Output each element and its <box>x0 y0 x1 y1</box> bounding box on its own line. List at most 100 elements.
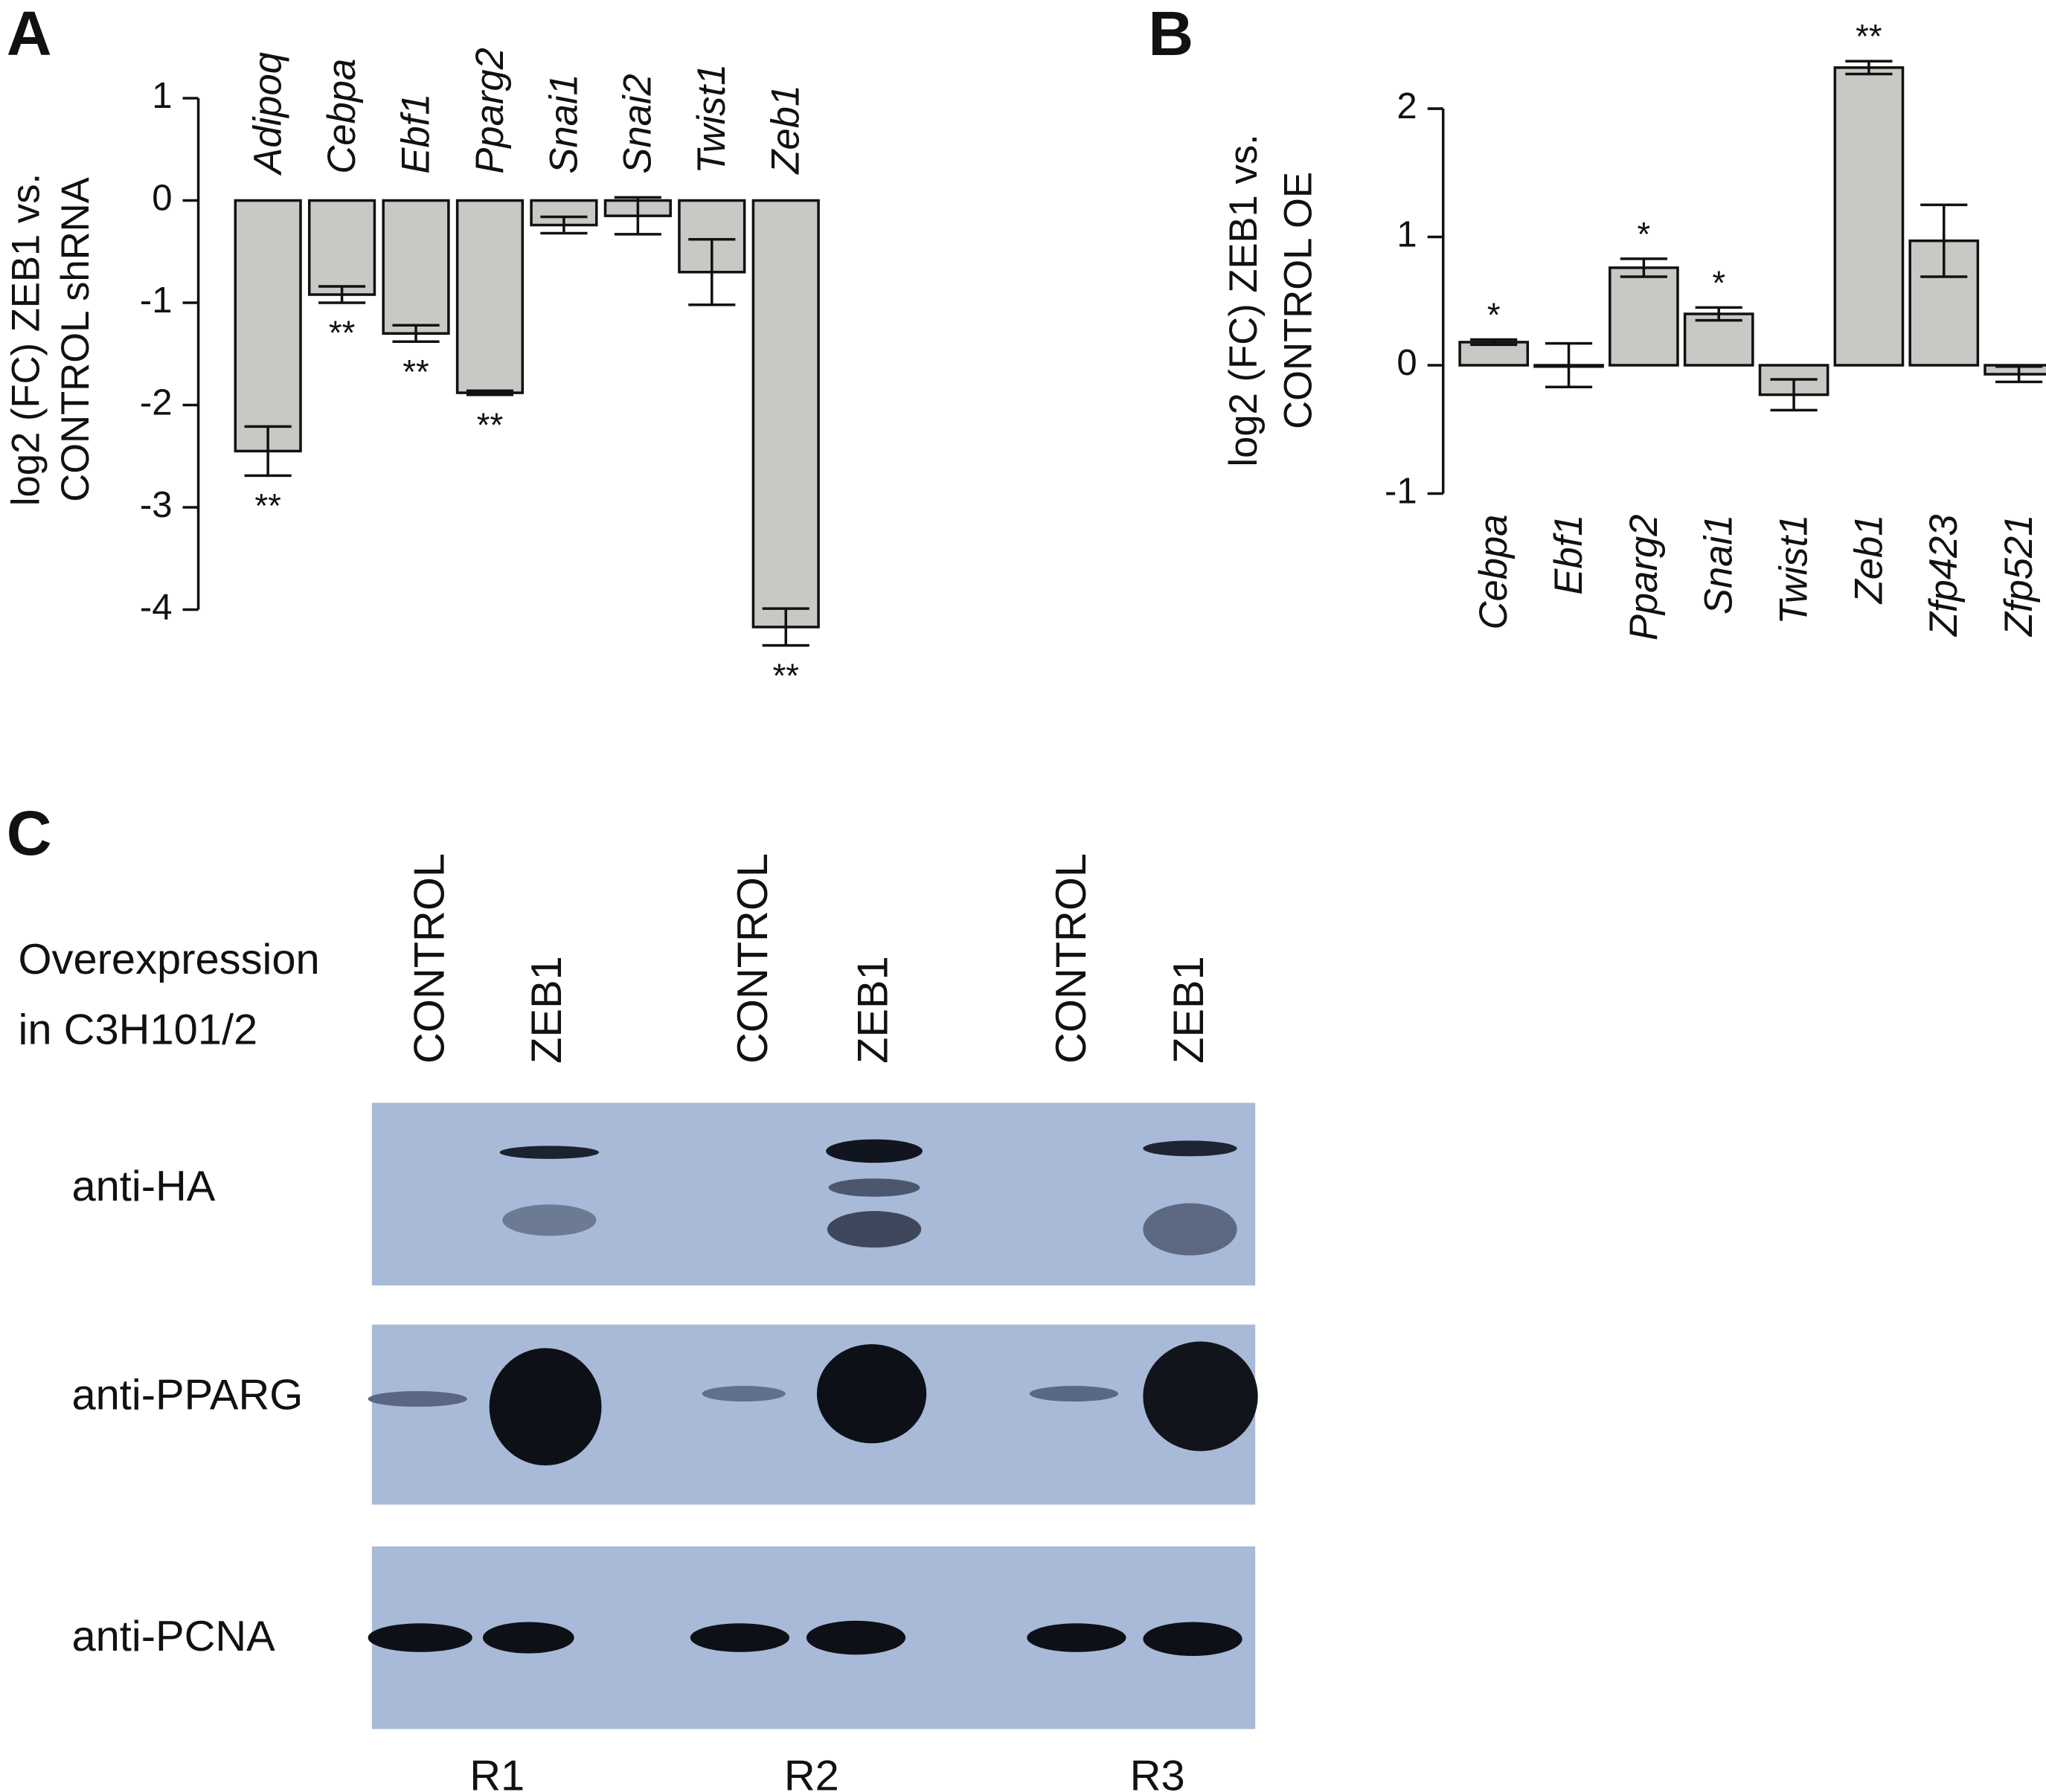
band <box>828 1178 920 1197</box>
y-tick-label: -1 <box>1385 471 1417 511</box>
error-bar <box>1545 341 1593 389</box>
x-tick-label: Ebf1 <box>394 94 437 174</box>
error-bar <box>540 215 588 235</box>
lane-label: ZEB1 <box>523 956 571 1064</box>
error-bar <box>1770 378 1818 412</box>
error-bar <box>392 324 440 344</box>
x-tick-label: Twist1 <box>1771 515 1815 625</box>
band <box>826 1139 923 1163</box>
y-tick-label: -4 <box>140 588 173 628</box>
band <box>1027 1623 1126 1652</box>
band <box>1143 1203 1237 1256</box>
x-tick-label: Cebpa <box>320 59 364 174</box>
band <box>482 1622 574 1654</box>
bar <box>1833 66 1905 367</box>
antibody-label: anti-PCNA <box>71 1613 275 1660</box>
error-bar <box>1695 306 1742 322</box>
error-bar <box>1845 60 1893 76</box>
x-tick-label: Pparg2 <box>1622 515 1666 641</box>
error-bar <box>1470 338 1518 347</box>
row-header: Overexpression <box>19 936 320 983</box>
band <box>690 1623 790 1652</box>
significance: * <box>1487 296 1501 334</box>
error-bar <box>244 425 292 478</box>
y-tick-label: -2 <box>140 383 173 423</box>
band <box>489 1348 602 1466</box>
lane-label: CONTROL <box>1048 853 1095 1064</box>
bar <box>455 199 525 394</box>
x-tick-label: Zfp521 <box>1997 515 2041 638</box>
antibody-label: anti-PPARG <box>71 1372 303 1419</box>
panel-label: C <box>7 798 52 868</box>
error-bar <box>318 285 366 304</box>
x-tick-label: Cebpa <box>1472 515 1516 630</box>
replicate-label: R1 <box>469 1753 525 1792</box>
x-tick-label: Zeb1 <box>1847 515 1891 606</box>
x-tick-label: Zfp423 <box>1922 515 1966 638</box>
x-tick-label: Twist1 <box>690 64 734 174</box>
y-tick-label: -1 <box>140 280 173 321</box>
y-tick-label: 1 <box>1396 214 1417 254</box>
y-tick-label: 0 <box>152 179 172 219</box>
error-bar <box>1995 364 2043 384</box>
bar <box>382 199 450 335</box>
x-tick-label: Snai1 <box>1697 515 1741 615</box>
x-tick-label: Zeb1 <box>764 85 808 176</box>
y-axis-label: log2 (FC) ZEB1 vs. <box>1222 134 1266 466</box>
x-tick-label: Snai1 <box>542 74 586 174</box>
significance: ** <box>403 353 429 391</box>
x-tick-label: Ebf1 <box>1547 515 1591 595</box>
y-tick-label: -3 <box>140 485 173 525</box>
lane-label: CONTROL <box>729 853 777 1064</box>
band <box>816 1343 927 1444</box>
band <box>368 1391 467 1407</box>
significance: ** <box>477 406 504 444</box>
significance: ** <box>1856 18 1882 56</box>
y-axis-label: CONTROL OE <box>1277 172 1321 429</box>
y-tick-label: 1 <box>152 76 172 116</box>
band <box>702 1386 786 1402</box>
replicate-label: R2 <box>784 1753 839 1792</box>
error-bar <box>1920 203 1968 278</box>
x-tick-label: Snai2 <box>616 74 660 174</box>
significance: * <box>1712 264 1725 302</box>
x-tick-label: Adipoq <box>246 52 290 176</box>
bar <box>307 199 376 296</box>
significance: ** <box>254 487 281 525</box>
lane-label: ZEB1 <box>850 956 897 1064</box>
band <box>1143 1341 1258 1451</box>
lane-label: ZEB1 <box>1165 956 1213 1064</box>
significance: * <box>1638 215 1651 253</box>
error-bar <box>466 389 514 396</box>
band <box>1143 1140 1237 1157</box>
band <box>368 1623 472 1652</box>
significance: ** <box>773 657 800 695</box>
band <box>827 1211 922 1248</box>
band <box>806 1620 906 1655</box>
band <box>1029 1386 1119 1402</box>
replicate-label: R3 <box>1130 1753 1185 1792</box>
bar <box>234 199 302 453</box>
significance: ** <box>329 314 356 352</box>
bar <box>1609 266 1679 367</box>
x-tick-label: Pparg2 <box>468 48 512 174</box>
antibody-label: anti-HA <box>71 1163 215 1210</box>
y-tick-label: 2 <box>1396 86 1417 126</box>
y-axis-label: log2 (FC) ZEB1 vs. <box>4 173 48 506</box>
error-bar <box>614 196 661 236</box>
error-bar <box>762 607 809 647</box>
band <box>502 1204 597 1236</box>
error-bar <box>1620 257 1667 278</box>
bar <box>751 199 820 629</box>
band <box>1143 1622 1242 1657</box>
row-header: in C3H101/2 <box>19 1006 258 1054</box>
blot-strip <box>371 1102 1256 1286</box>
y-axis-label: CONTROL shRNA <box>54 177 97 502</box>
panel-label: B <box>1148 0 1193 68</box>
error-bar <box>688 238 736 306</box>
y-tick-label: 0 <box>1396 343 1417 383</box>
panel-label: A <box>7 0 52 68</box>
lane-label: CONTROL <box>405 853 453 1064</box>
band <box>499 1146 600 1159</box>
